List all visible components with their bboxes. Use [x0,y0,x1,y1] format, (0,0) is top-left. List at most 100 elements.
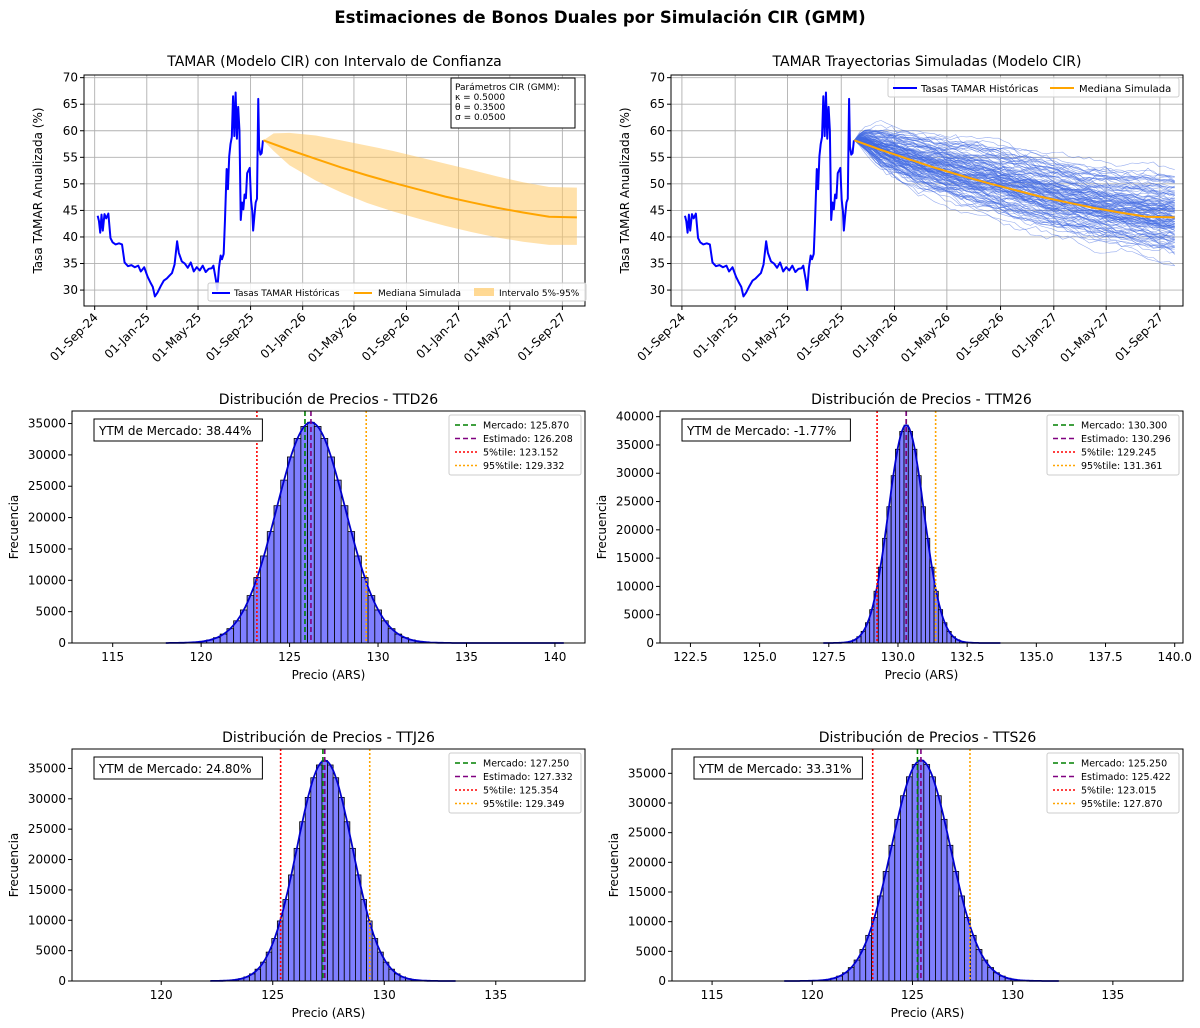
median-simulated-line [263,139,577,219]
histogram-bar [260,555,268,644]
y-tick-label: 35000 [628,766,666,780]
y-tick-label: 30 [63,283,78,297]
simulated-path [854,135,1175,200]
x-tick-label: 01-Jan-26 [258,310,309,361]
histogram-bar [882,871,890,982]
simulated-path [854,140,1175,267]
legend: Mercado: 125.870 Estimado: 126.208 5%tile:… [448,414,582,476]
y-tick-label: 15000 [28,542,66,556]
y-tick-label: 0 [58,636,66,650]
panel-ttj26: 0 5000 10000 15000 20000 25000 30000 35000 120 12… [7,730,586,1020]
y-tick-label: 25000 [616,495,654,509]
simulated-paths [854,120,1175,267]
x-tick-label: 127.5 [812,650,846,664]
ytm-box: YTM de Mercado: 24.80% [93,756,263,780]
ytm-box: YTM de Mercado: -1.77% [681,418,851,442]
ytm-label: YTM de Mercado: 33.31% [698,762,852,776]
histogram-bar [958,895,965,982]
histogram-bar [916,475,922,644]
legend-label: Mediana Simulada [1079,84,1171,95]
y-tick-label: 20000 [616,523,654,537]
x-tick-label: 140 [543,650,566,664]
y-tick-label: 20000 [28,511,66,525]
y-tick-label: 30000 [628,796,666,810]
y-tick-label: 15000 [628,885,666,899]
histogram-bar [929,776,936,982]
x-tick-label: 122.5 [673,650,707,664]
legend-box [1046,414,1180,476]
y-tick-label: 15000 [28,883,66,897]
x-tick-label: 01-Sep-27 [1112,310,1166,364]
median-simulated-line [853,139,1175,219]
x-tick-label: 125.0 [742,650,776,664]
simulated-path [854,140,1175,248]
y-tick-label: 70 [63,71,78,85]
histogram-bar [287,456,295,644]
y-tick-label: 10000 [28,573,66,587]
y-tick-label: 10000 [628,915,666,929]
simulated-path [854,134,1175,189]
y-tick-label: 30000 [28,448,66,462]
x-tick-label: 01-Jan-25 [102,310,153,361]
simulated-path [854,140,1175,228]
histogram-bar [354,555,362,644]
y-tick-label: 45 [63,203,78,217]
histogram-bar [349,847,356,982]
x-tick-label: 01-May-25 [739,310,794,365]
ytm-frame [93,756,263,780]
simulated-path [854,140,1175,228]
simulated-path [854,134,1175,196]
plot-frame [659,410,1184,644]
y-axis-label: Tasa TAMAR Anualizada (%) [31,107,45,274]
y-tick-label: 40 [63,230,78,244]
legend-label: Estimado: 125.422 [1081,772,1171,783]
y-tick-label: 5000 [35,944,66,958]
annotation-frame [450,77,576,129]
y-tick-label: 10000 [616,579,654,593]
y-tick-label: 5000 [635,944,666,958]
histogram-bar [280,479,288,644]
x-tick-label: 01-May-27 [461,310,516,365]
histogram-bar [327,456,335,644]
legend-box [207,282,587,302]
x-tick-label: 135 [484,988,507,1002]
y-axis-label: Frecuencia [595,495,609,560]
x-tick-label: 120 [801,988,824,1002]
simulated-path [854,129,1175,182]
annotation-line: Parámetros CIR (GMM): [455,83,560,93]
x-tick-label: 125 [901,988,924,1002]
simulated-path [854,140,1175,229]
legend-label: Mediana Simulada [378,289,461,299]
legend-label: Mercado: 125.870 [483,421,569,432]
plot-frame [71,748,586,982]
y-tick-label: 35 [650,257,665,271]
legend-box [448,414,582,476]
histogram-bar [888,844,896,982]
histogram-bar [899,431,905,644]
y-tick-label: 30000 [616,466,654,480]
histogram-bar [895,448,901,644]
y-tick-label: 0 [646,636,654,650]
histogram-bar [320,438,329,644]
x-tick-label: 01-Sep-26 [359,310,413,364]
simulated-path [854,140,1175,266]
ytm-frame [681,418,851,442]
legend-label: 5%tile: 129.245 [1081,448,1156,459]
histogram-bar [920,506,926,644]
simulated-path [854,140,1175,227]
y-tick-label: 65 [650,97,665,111]
histogram-bar [360,577,369,644]
panel-title: TAMAR (Modelo CIR) con Intervalo de Conf… [166,54,502,70]
simulated-path [854,134,1175,197]
simulated-path [854,134,1175,196]
x-tick-label: 120 [150,988,173,1002]
ytm-box: YTM de Mercado: 33.31% [693,756,863,780]
y-tick-label: 30000 [28,792,66,806]
y-tick-label: 25000 [28,479,66,493]
x-axis-label: Precio (ARS) [891,1006,965,1020]
legend-label: 5%tile: 123.152 [483,448,558,459]
x-tick-label: 130 [367,650,390,664]
simulated-path [854,138,1175,209]
